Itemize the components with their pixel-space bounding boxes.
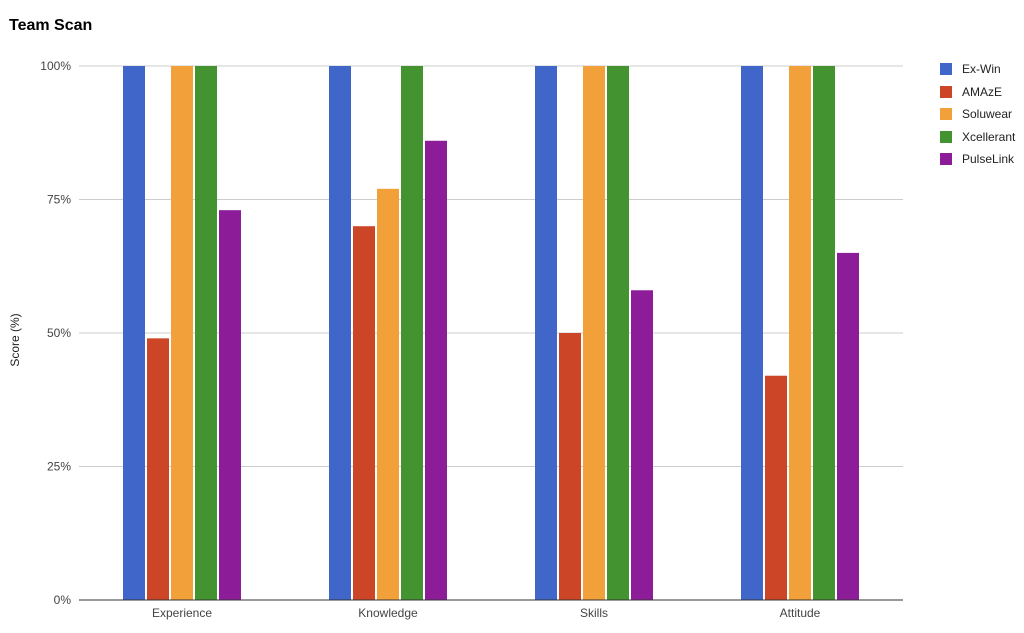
legend-label: Xcellerant bbox=[962, 129, 1016, 144]
x-tick-label: Experience bbox=[152, 606, 212, 620]
chart-title: Team Scan bbox=[9, 17, 93, 34]
bar-xcellerant-skills bbox=[607, 66, 629, 600]
bar-xcellerant-knowledge bbox=[401, 66, 423, 600]
legend-item: AMAzE bbox=[940, 81, 1015, 104]
chart-legend: Ex-Win AMAzE Soluwear Xcellerant PulseLink bbox=[940, 58, 1015, 171]
bar-amaze-knowledge bbox=[353, 226, 375, 600]
bar-amaze-experience bbox=[147, 338, 169, 600]
bar-chart-plot: 0% 25% 50% 75% 100% Experience Knowledge Skills… bbox=[40, 59, 903, 620]
legend-swatch bbox=[940, 108, 952, 121]
y-tick-label: 100% bbox=[40, 59, 71, 73]
legend-swatch bbox=[940, 153, 952, 166]
y-tick-label: 75% bbox=[47, 193, 71, 207]
bar-ex-win-knowledge bbox=[329, 66, 351, 600]
y-tick-label: 50% bbox=[47, 326, 71, 340]
y-tick-label: 0% bbox=[54, 593, 72, 607]
bar-soluwear-skills bbox=[583, 66, 605, 600]
x-tick-label: Knowledge bbox=[358, 606, 418, 620]
bar-xcellerant-experience bbox=[195, 66, 217, 600]
bar-amaze-skills bbox=[559, 333, 581, 600]
legend-item: Ex-Win bbox=[940, 58, 1015, 81]
bar-xcellerant-attitude bbox=[813, 66, 835, 600]
legend-swatch bbox=[940, 63, 952, 76]
legend-label: PulseLink bbox=[962, 152, 1015, 167]
legend-item: PulseLink bbox=[940, 148, 1015, 171]
bar-pulselink-knowledge bbox=[425, 140, 447, 600]
bar-soluwear-knowledge bbox=[377, 188, 399, 600]
legend-label: Soluwear bbox=[962, 107, 1013, 122]
bar-pulselink-skills bbox=[631, 290, 653, 600]
bar-ex-win-skills bbox=[535, 66, 557, 600]
bar-pulselink-experience bbox=[219, 210, 241, 600]
x-tick-label: Attitude bbox=[780, 606, 821, 620]
legend-label: Ex-Win bbox=[962, 62, 1001, 77]
bar-soluwear-attitude bbox=[789, 66, 811, 600]
bar-amaze-attitude bbox=[765, 375, 787, 600]
bar-pulselink-attitude bbox=[837, 252, 859, 600]
bar-soluwear-experience bbox=[171, 66, 193, 600]
bar-ex-win-attitude bbox=[741, 66, 763, 600]
legend-item: Soluwear bbox=[940, 103, 1015, 126]
legend-item: Xcellerant bbox=[940, 126, 1015, 149]
legend-swatch bbox=[940, 130, 952, 143]
legend-swatch bbox=[940, 85, 952, 98]
x-tick-label: Skills bbox=[580, 606, 608, 620]
bar-ex-win-experience bbox=[123, 66, 145, 600]
legend-label: AMAzE bbox=[962, 84, 1003, 99]
y-tick-label: 25% bbox=[47, 460, 71, 474]
